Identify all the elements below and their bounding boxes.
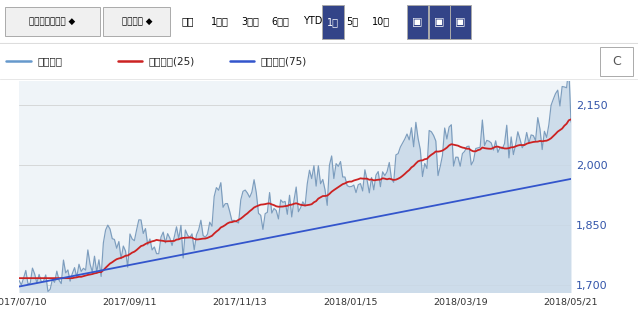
FancyBboxPatch shape bbox=[5, 7, 100, 36]
Text: 日本管財: 日本管財 bbox=[37, 56, 62, 66]
Text: 3ヶ月: 3ヶ月 bbox=[241, 16, 259, 26]
FancyBboxPatch shape bbox=[407, 5, 428, 39]
Text: 10年: 10年 bbox=[372, 16, 390, 26]
Text: 1ヶ月: 1ヶ月 bbox=[211, 16, 228, 26]
Text: 期間: 期間 bbox=[182, 16, 195, 26]
FancyBboxPatch shape bbox=[429, 5, 450, 39]
FancyBboxPatch shape bbox=[450, 5, 471, 39]
Text: 5年: 5年 bbox=[346, 16, 359, 26]
Text: ▣: ▣ bbox=[434, 17, 445, 27]
Text: YTD: YTD bbox=[303, 16, 322, 26]
Text: 銘柄比較 ◆: 銘柄比較 ◆ bbox=[122, 17, 152, 26]
Text: 1年: 1年 bbox=[327, 17, 339, 27]
Text: ▣: ▣ bbox=[455, 17, 466, 27]
Text: テクニカル指標 ◆: テクニカル指標 ◆ bbox=[29, 17, 75, 26]
Text: ▣: ▣ bbox=[412, 17, 423, 27]
Text: 6ヶ月: 6ヶ月 bbox=[271, 16, 289, 26]
Text: C: C bbox=[612, 55, 621, 68]
FancyBboxPatch shape bbox=[103, 7, 170, 36]
FancyBboxPatch shape bbox=[600, 47, 633, 76]
Text: 移動平均(75): 移動平均(75) bbox=[260, 56, 306, 66]
FancyBboxPatch shape bbox=[322, 5, 344, 39]
Text: 移動平均(25): 移動平均(25) bbox=[149, 56, 195, 66]
